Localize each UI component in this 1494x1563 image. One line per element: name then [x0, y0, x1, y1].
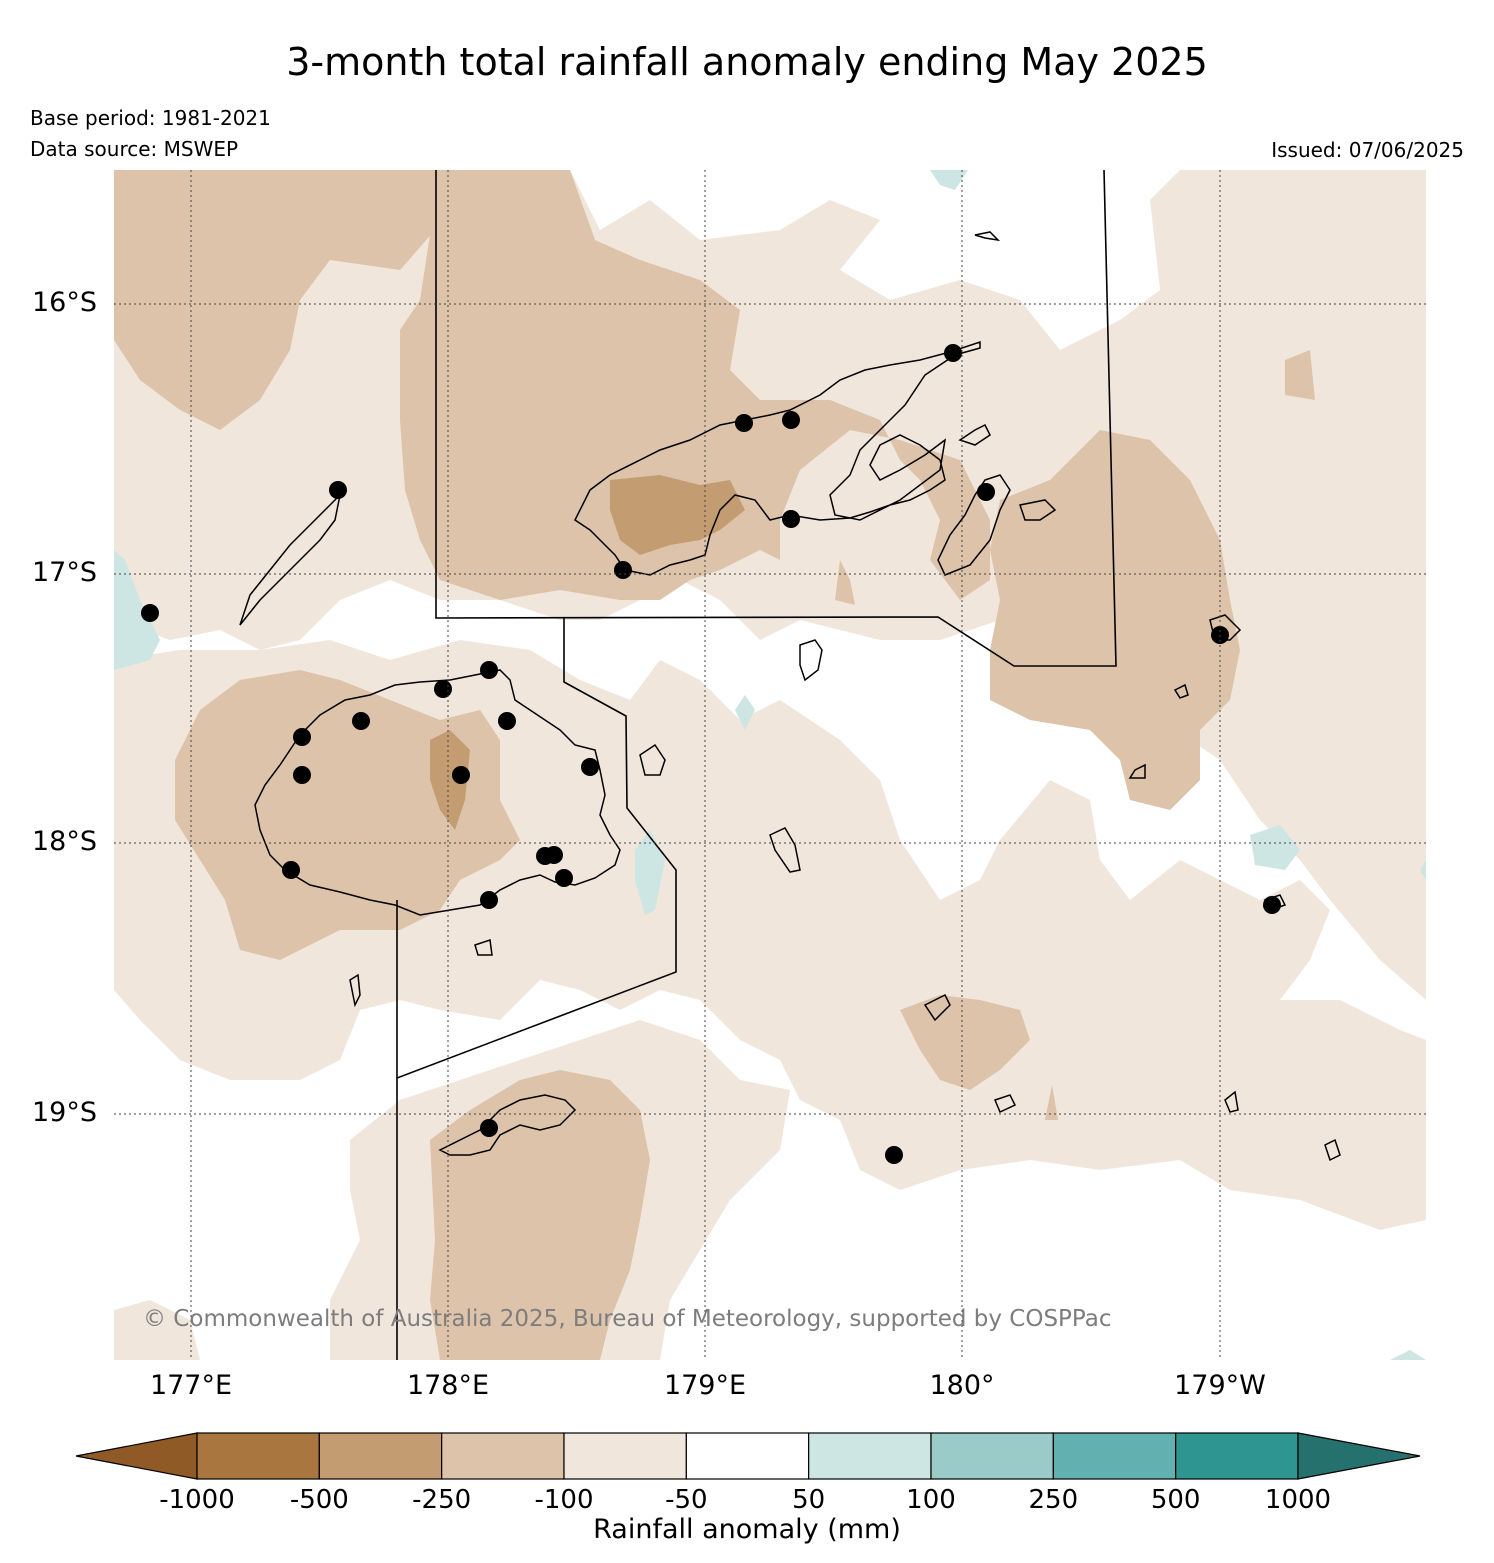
station-dot [329, 481, 347, 499]
lon-label-180: 180° [929, 1370, 995, 1401]
anomaly-region-mid-small-s [1045, 1085, 1058, 1120]
boundary-lines [396, 170, 1117, 1360]
coast-lau-south [923, 993, 951, 1022]
coast-beqa [474, 939, 493, 956]
coast-small-b [1173, 683, 1189, 699]
station-dot [293, 728, 311, 746]
anomaly-region-mid-east-small [1285, 350, 1315, 400]
legend-title: Rainfall anomaly (mm) [593, 1514, 901, 1545]
coast-moala [769, 827, 801, 873]
legend-tick-label: -50 [665, 1485, 708, 1515]
rainfall-stations [141, 344, 1281, 1164]
coast-small-a [1128, 763, 1146, 779]
lat-label-17s: 17°S [32, 557, 97, 588]
anomaly-region-wet-top [930, 170, 968, 190]
anomaly-region-mid-north [400, 170, 990, 600]
station-dot [480, 661, 498, 679]
lat-label-18s: 18°S [32, 826, 97, 857]
anomaly-region-mid-nw-corner [114, 170, 440, 430]
lon-label-179e: 179°E [663, 1370, 747, 1401]
coast-small-g [349, 973, 361, 1008]
station-dot [555, 869, 573, 887]
station-dot [498, 712, 516, 730]
legend-tick-label: 500 [1150, 1485, 1201, 1515]
station-dot [352, 712, 370, 730]
station-dot [282, 861, 300, 879]
issued-date: Issued: 07/06/2025 [1271, 138, 1464, 162]
anomaly-region-wet-west [114, 550, 160, 670]
anomaly-region-strong-vanua [610, 475, 745, 555]
coast-ono [993, 1094, 1017, 1114]
coast-small-f [974, 231, 1001, 242]
anomaly-region-wet-centre [735, 695, 755, 730]
coast-small-e [958, 423, 991, 446]
coast-small-d [1324, 1138, 1341, 1162]
coast-taveuni [937, 474, 1011, 576]
coast-small-h [1224, 1090, 1239, 1113]
coast-vanua-levu [574, 340, 981, 576]
data-source: Data source: MSWEP [30, 137, 239, 161]
coast-koro [799, 639, 823, 682]
legend-tick-label: 1000 [1264, 1485, 1332, 1515]
base-period: Base period: 1981-2021 [30, 106, 271, 130]
station-dot [141, 604, 159, 622]
anomaly-region-mid-centre-left [835, 560, 855, 605]
station-dot [782, 411, 800, 429]
station-dot [1263, 896, 1281, 914]
legend-tick-label: 100 [906, 1485, 956, 1515]
anomaly-region-light-sw-corner [114, 1300, 200, 1360]
anomaly-region-strong-viti [430, 730, 470, 830]
station-dot [614, 561, 632, 579]
station-dot [944, 344, 962, 362]
anomaly-region-wet-south [635, 830, 665, 915]
station-dot [545, 846, 563, 864]
legend-tick-label: -500 [289, 1485, 349, 1515]
legend-tick-label: -100 [534, 1485, 594, 1515]
copyright-notice: © Commonwealth of Australia 2025, Bureau… [143, 1306, 1112, 1332]
lon-label-179w: 179°W [1174, 1370, 1266, 1401]
station-dot [480, 891, 498, 909]
coast-gau [639, 743, 666, 776]
coast-vanua-balavu [1019, 499, 1057, 521]
lat-label-19s: 19°S [32, 1097, 97, 1128]
station-dot [480, 1119, 498, 1137]
legend-tick-label: -1000 [159, 1485, 235, 1515]
anomaly-region-mid-lau [900, 995, 1030, 1090]
legend-tick-label: 250 [1028, 1485, 1079, 1515]
station-dot [581, 758, 599, 776]
station-dot [293, 766, 311, 784]
station-dot [885, 1146, 903, 1164]
anomaly-region-mid-south [430, 1070, 650, 1360]
graticule [114, 170, 1426, 1360]
map-title: 3-month total rainfall anomaly ending Ma… [286, 40, 1208, 84]
legend-tick-label: -250 [412, 1485, 472, 1515]
legend-tick-label: 50 [792, 1485, 826, 1515]
station-dot [782, 510, 800, 528]
station-dot [434, 680, 452, 698]
station-dot [735, 414, 753, 432]
lon-label-178e: 178°E [406, 1370, 490, 1401]
anomaly-region-wet-corner [1390, 1350, 1426, 1360]
anomaly-region-wet-east [1250, 825, 1300, 870]
anomaly-region-wet-edge [1420, 860, 1426, 880]
lat-label-16s: 16°S [32, 287, 97, 318]
station-dot [977, 483, 995, 501]
station-dot [452, 766, 470, 784]
anomaly-fields [114, 170, 1426, 1360]
lon-label-177e: 177°E [149, 1370, 233, 1401]
